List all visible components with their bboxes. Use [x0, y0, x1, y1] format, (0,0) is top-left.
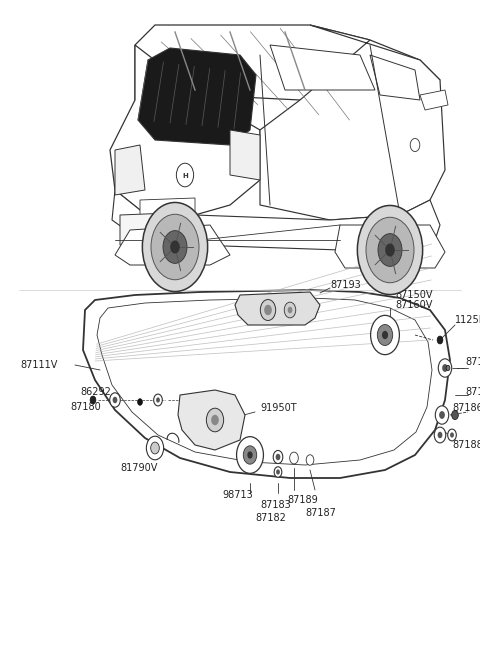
Text: 87159: 87159: [465, 357, 480, 367]
Circle shape: [154, 394, 162, 406]
Text: 81790V: 81790V: [120, 463, 157, 473]
Polygon shape: [138, 48, 256, 145]
Polygon shape: [115, 145, 145, 195]
Circle shape: [410, 138, 420, 151]
Circle shape: [274, 467, 282, 477]
Circle shape: [163, 231, 187, 263]
Circle shape: [170, 240, 180, 253]
Text: 91950T: 91950T: [260, 403, 297, 413]
Text: 87180: 87180: [70, 402, 101, 412]
Circle shape: [437, 336, 443, 344]
Circle shape: [151, 214, 199, 280]
Text: H: H: [182, 173, 188, 179]
Text: 87183: 87183: [260, 500, 291, 510]
Circle shape: [146, 436, 164, 460]
Circle shape: [151, 442, 159, 454]
Polygon shape: [370, 55, 420, 100]
Circle shape: [377, 324, 393, 345]
Circle shape: [138, 399, 143, 405]
Polygon shape: [178, 390, 245, 450]
Text: 87182: 87182: [255, 513, 286, 523]
Circle shape: [206, 408, 224, 432]
Circle shape: [276, 470, 280, 475]
Circle shape: [273, 451, 283, 464]
Circle shape: [247, 451, 252, 458]
Polygon shape: [420, 90, 448, 110]
Circle shape: [385, 244, 395, 257]
Polygon shape: [120, 212, 195, 245]
Text: 98713: 98713: [222, 490, 253, 500]
Polygon shape: [135, 25, 440, 125]
Polygon shape: [112, 190, 440, 250]
Text: 87111V: 87111V: [20, 360, 58, 370]
Polygon shape: [335, 225, 445, 268]
Text: 87188: 87188: [452, 440, 480, 450]
Circle shape: [438, 359, 452, 377]
Text: 87186: 87186: [452, 403, 480, 413]
Circle shape: [176, 163, 193, 187]
Circle shape: [306, 455, 314, 465]
Text: 87157: 87157: [465, 387, 480, 397]
Circle shape: [435, 406, 449, 424]
Circle shape: [243, 446, 257, 464]
Polygon shape: [83, 290, 450, 478]
Circle shape: [438, 432, 443, 438]
Circle shape: [446, 365, 450, 371]
Circle shape: [284, 302, 296, 318]
Circle shape: [378, 234, 402, 267]
Circle shape: [448, 429, 456, 441]
Circle shape: [211, 415, 219, 425]
Polygon shape: [270, 45, 375, 90]
Polygon shape: [140, 198, 195, 216]
Circle shape: [237, 437, 264, 474]
Circle shape: [371, 315, 399, 354]
Circle shape: [366, 217, 414, 283]
Text: 87160V: 87160V: [395, 300, 432, 310]
Circle shape: [357, 206, 422, 295]
Circle shape: [113, 397, 118, 403]
Circle shape: [276, 454, 280, 460]
Circle shape: [288, 307, 292, 313]
Circle shape: [452, 411, 458, 420]
Polygon shape: [230, 130, 260, 180]
Circle shape: [439, 411, 445, 419]
Circle shape: [450, 432, 454, 438]
Polygon shape: [115, 225, 230, 265]
Text: 86292: 86292: [80, 387, 111, 397]
Circle shape: [156, 398, 160, 403]
Circle shape: [90, 396, 96, 404]
Circle shape: [260, 299, 276, 320]
Polygon shape: [260, 25, 445, 220]
Circle shape: [442, 364, 448, 372]
Text: 87150V: 87150V: [395, 290, 432, 300]
Circle shape: [434, 427, 446, 443]
Polygon shape: [110, 45, 260, 215]
Circle shape: [264, 305, 272, 315]
Circle shape: [143, 202, 208, 291]
Circle shape: [110, 393, 120, 407]
Circle shape: [290, 452, 298, 464]
Polygon shape: [235, 292, 320, 325]
Text: 87189: 87189: [287, 495, 318, 505]
Text: 1125DB: 1125DB: [455, 315, 480, 325]
Circle shape: [382, 331, 388, 339]
Text: 87193: 87193: [330, 280, 361, 290]
Text: 87187: 87187: [305, 508, 336, 518]
